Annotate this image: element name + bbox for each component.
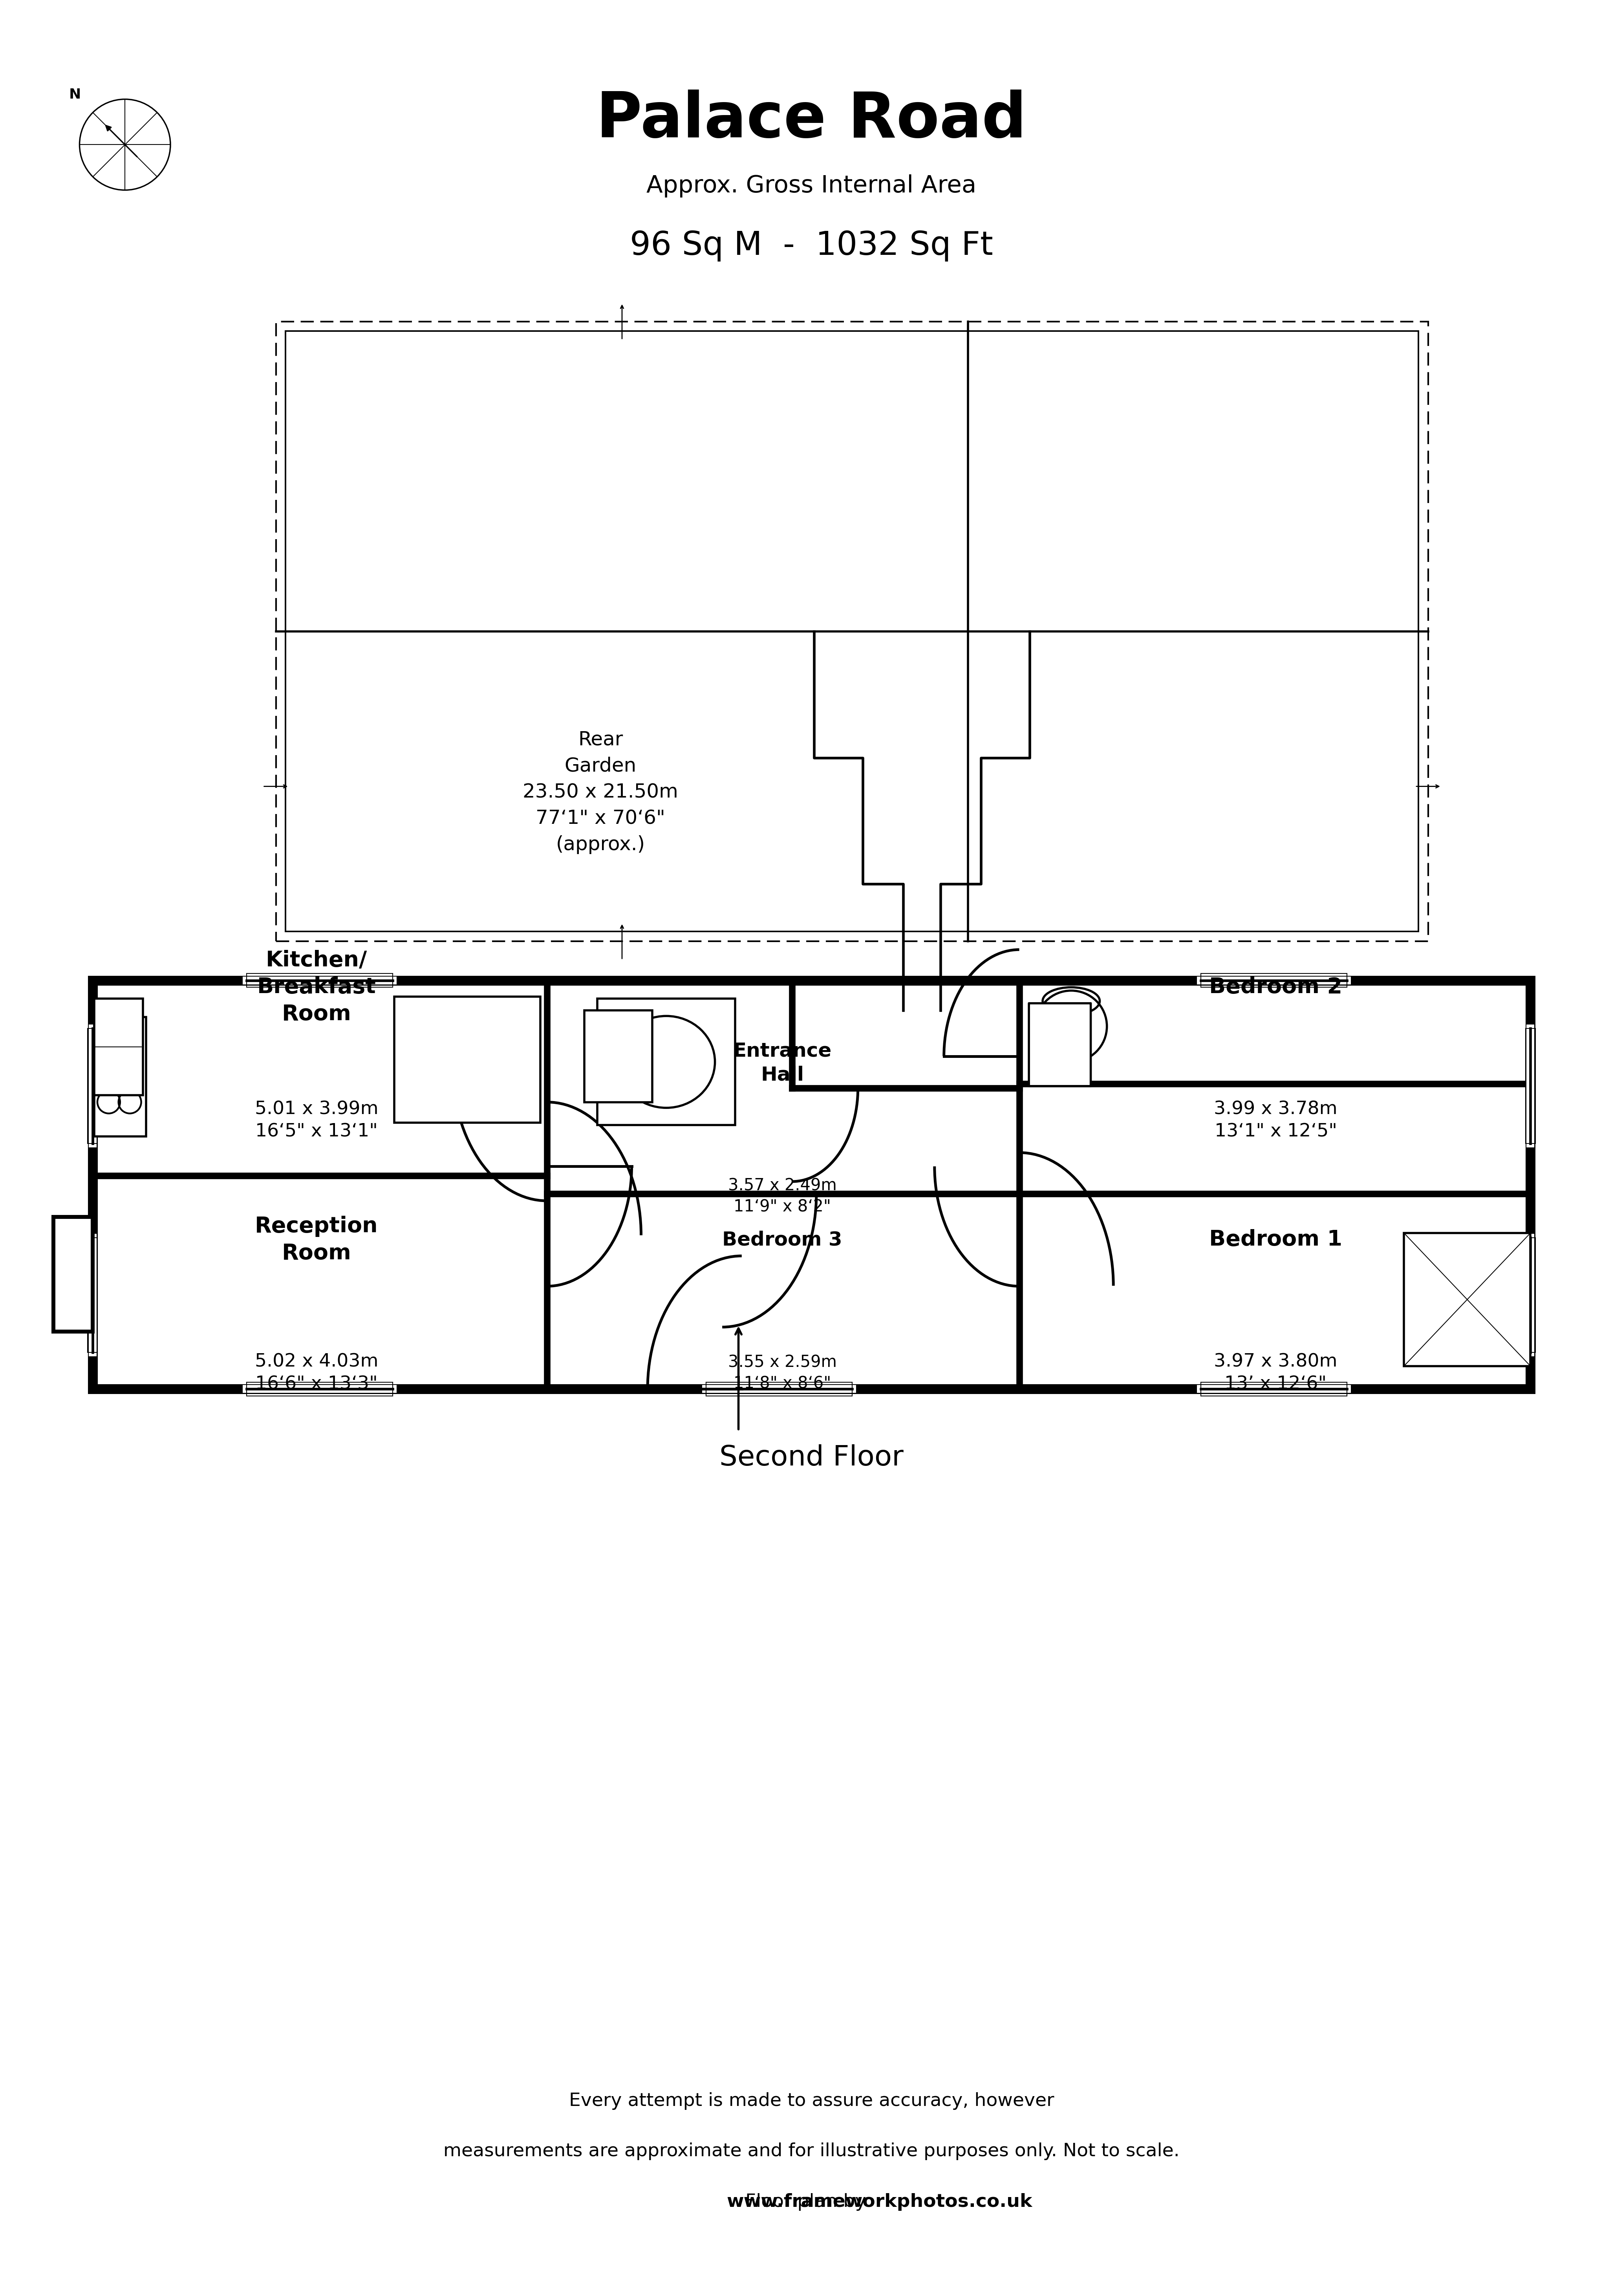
Text: Bedroom 1: Bedroom 1 — [1209, 1228, 1342, 1251]
Text: N: N — [70, 87, 81, 101]
Text: Bedroom 2: Bedroom 2 — [1209, 976, 1342, 999]
Bar — [1404, 1233, 1530, 1366]
FancyBboxPatch shape — [1029, 1003, 1091, 1086]
Bar — [54, 1217, 93, 1332]
Bar — [584, 1010, 652, 1102]
Text: Kitchen/
Breakfast
Room: Kitchen/ Breakfast Room — [256, 951, 377, 1024]
Text: 3.99 x 3.78m
13‘1" x 12‘5": 3.99 x 3.78m 13‘1" x 12‘5" — [1214, 1100, 1337, 1141]
Text: 96 Sq M  -  1032 Sq Ft: 96 Sq M - 1032 Sq Ft — [630, 230, 993, 262]
Text: Approx. Gross Internal Area: Approx. Gross Internal Area — [646, 174, 977, 197]
Text: 5.02 x 4.03m
16‘6" x 13‘3": 5.02 x 4.03m 16‘6" x 13‘3" — [255, 1352, 378, 1394]
Text: Reception
Room: Reception Room — [255, 1217, 378, 1263]
Text: 5.01 x 3.99m
16‘5" x 13‘1": 5.01 x 3.99m 16‘5" x 13‘1" — [255, 1100, 378, 1141]
Text: Palace Road: Palace Road — [596, 90, 1027, 152]
Bar — [93, 980, 1530, 1389]
Text: Every attempt is made to assure accuracy, however: Every attempt is made to assure accuracy… — [570, 2092, 1053, 2110]
Bar — [94, 999, 143, 1095]
Text: measurements are approximate and for illustrative purposes only. Not to scale.: measurements are approximate and for ill… — [443, 2142, 1180, 2161]
Bar — [394, 996, 540, 1123]
Bar — [286, 331, 1419, 932]
Text: 3.55 x 2.59m
11‘8" x 8‘6": 3.55 x 2.59m 11‘8" x 8‘6" — [727, 1355, 837, 1391]
Bar — [597, 999, 735, 1125]
Text: Rear
Garden
23.50 x 21.50m
77‘1" x 70‘6"
(approx.): Rear Garden 23.50 x 21.50m 77‘1" x 70‘6"… — [523, 730, 678, 854]
Text: www.frameworkphotos.co.uk: www.frameworkphotos.co.uk — [727, 2193, 1032, 2211]
Text: 3.97 x 3.80m
13’ x 12‘6": 3.97 x 3.80m 13’ x 12‘6" — [1214, 1352, 1337, 1394]
Text: Entrance
Hall: Entrance Hall — [734, 1042, 831, 1084]
Text: Second Floor: Second Floor — [719, 1444, 904, 1472]
Text: Bedroom 3: Bedroom 3 — [722, 1231, 842, 1249]
Bar — [276, 321, 1428, 941]
Bar — [94, 1017, 146, 1137]
Text: 3.57 x 2.49m
11‘9" x 8‘2": 3.57 x 2.49m 11‘9" x 8‘2" — [729, 1178, 836, 1215]
Text: Floor plan by: Floor plan by — [745, 2193, 878, 2211]
